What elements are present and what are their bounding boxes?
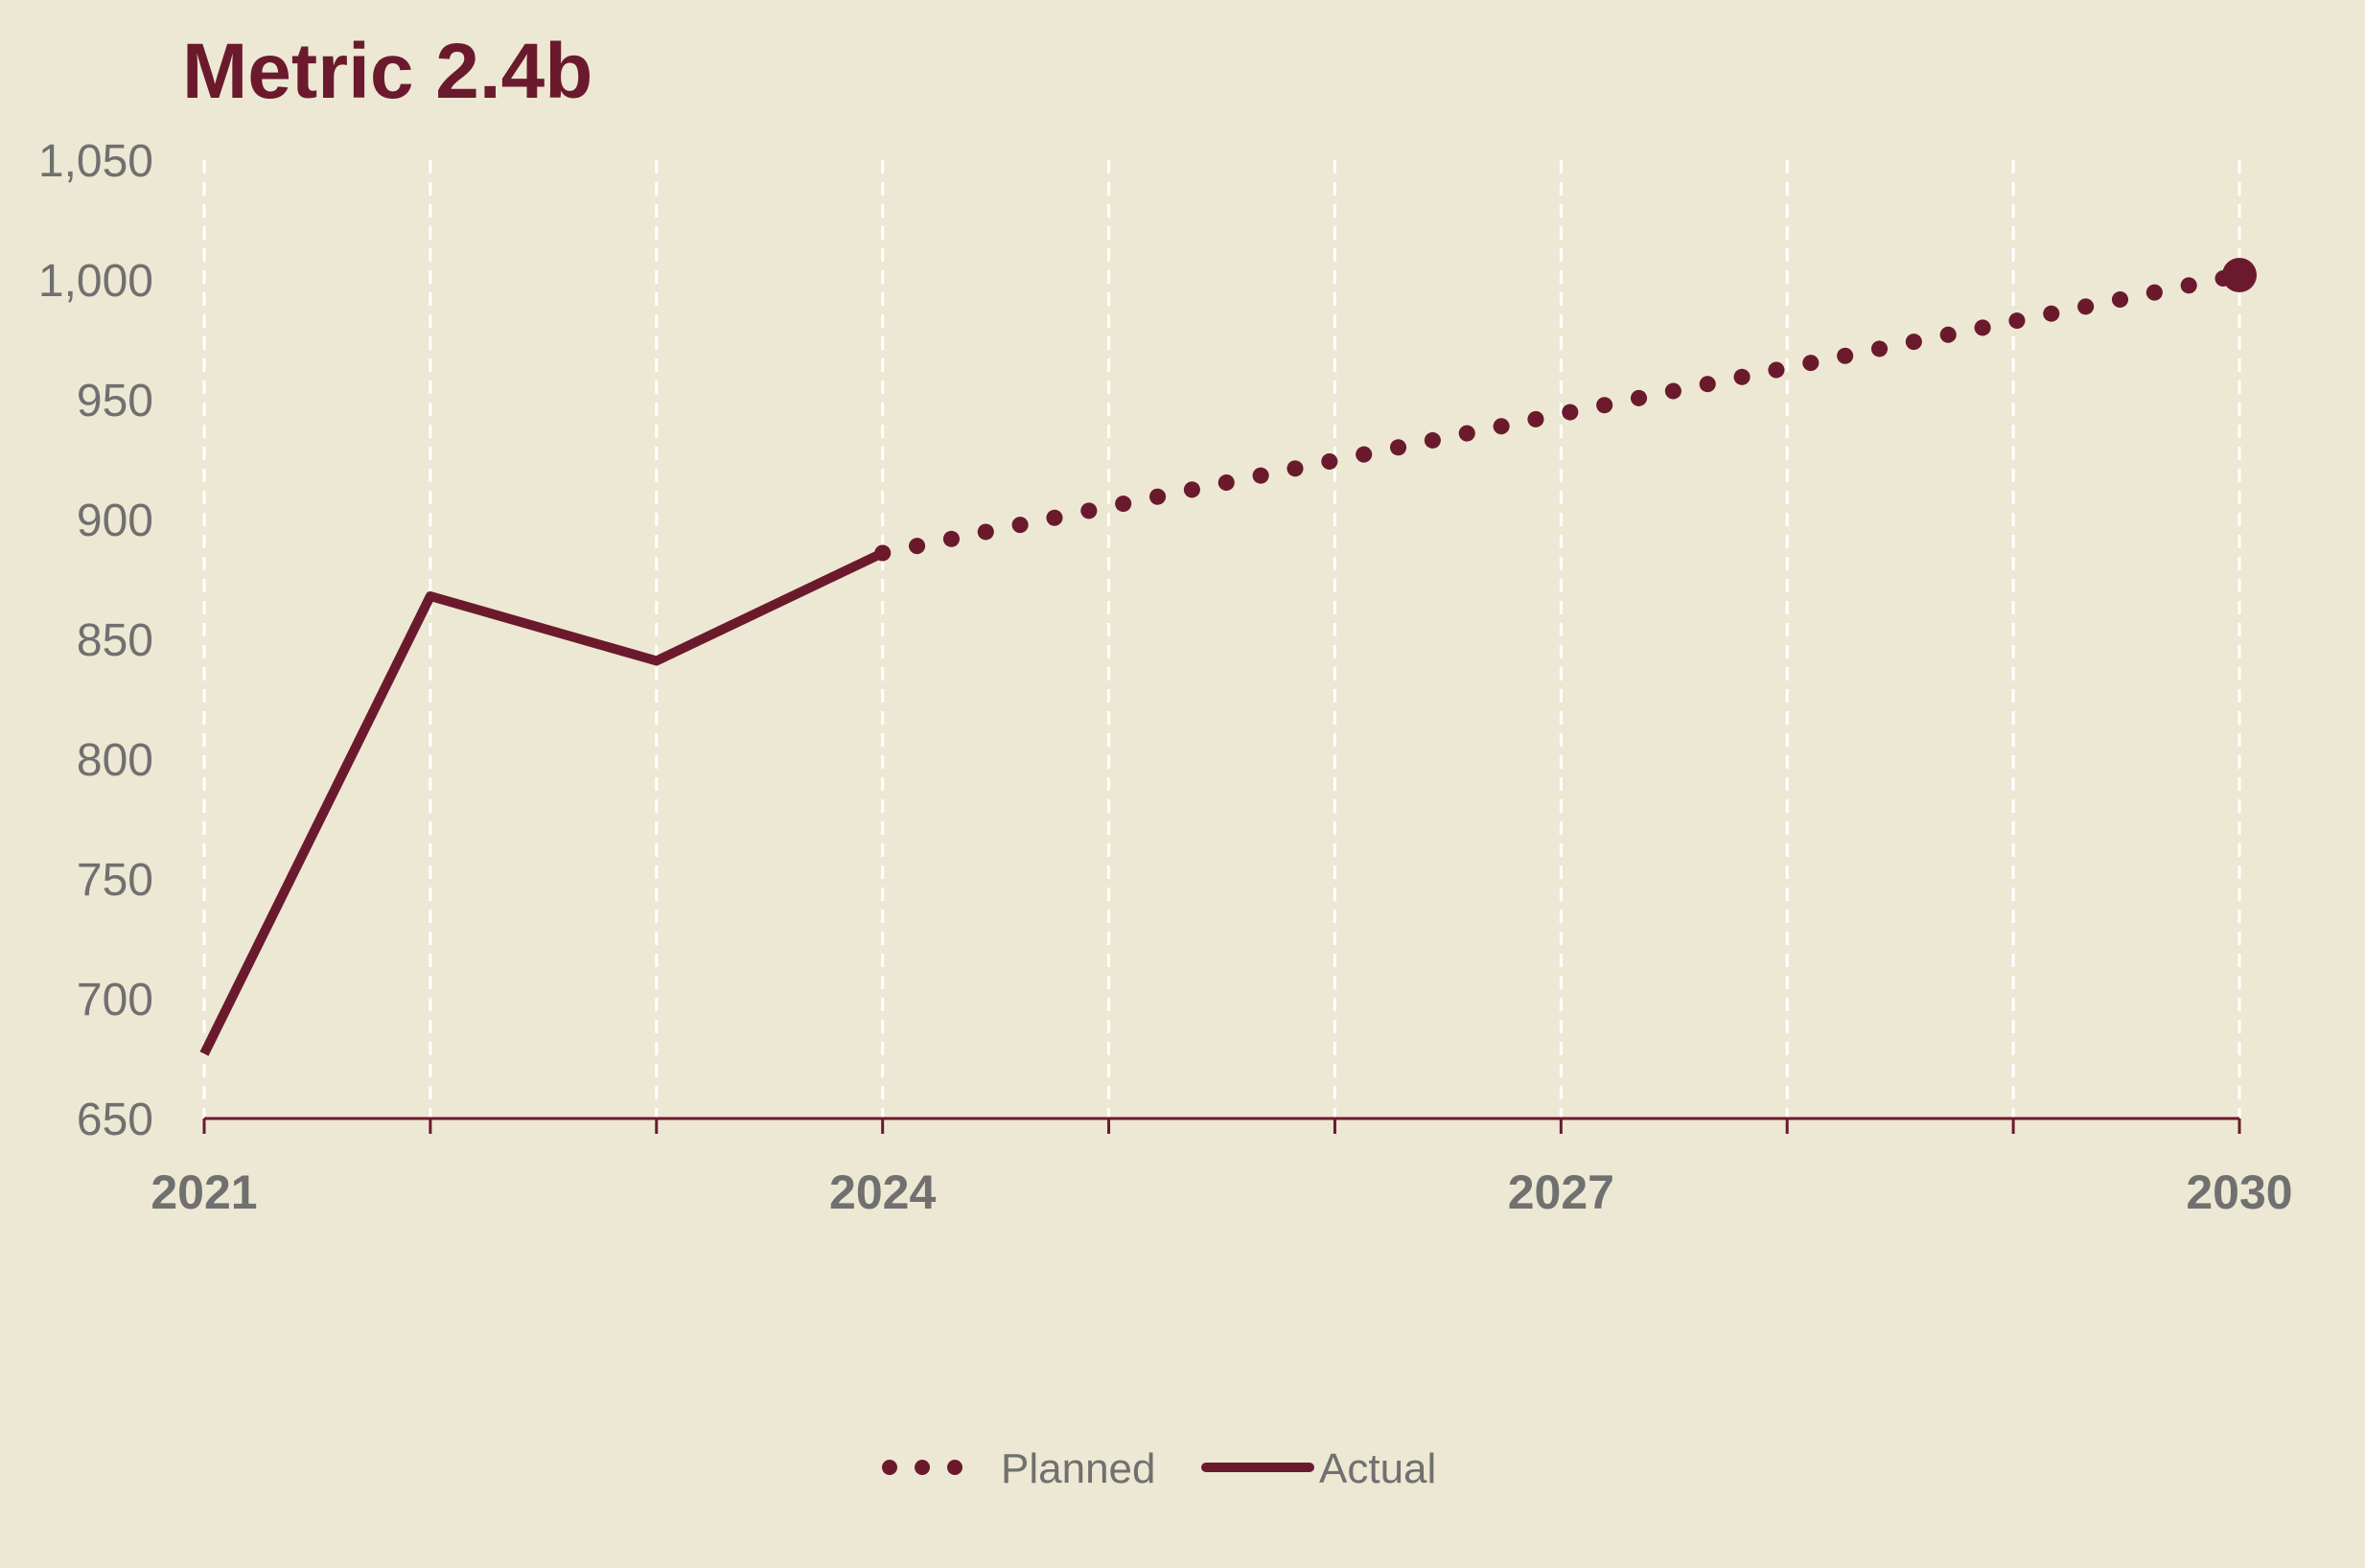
y-tick-label: 900	[77, 496, 153, 546]
y-tick-label: 700	[77, 975, 153, 1026]
series-line-planned	[874, 266, 2248, 562]
y-tick-label: 800	[77, 735, 153, 786]
y-tick-label: 850	[77, 615, 153, 666]
y-tick-label: 650	[77, 1095, 153, 1145]
series-end-marker-planned	[2222, 258, 2257, 292]
y-tick-label: 1,050	[38, 136, 153, 187]
y-tick-label: 950	[77, 376, 153, 427]
x-tick-label: 2030	[2186, 1165, 2292, 1219]
legend-swatch-planned	[915, 1460, 930, 1475]
y-tick-label: 1,000	[38, 256, 153, 307]
legend-label-planned: Planned	[1001, 1445, 1155, 1492]
y-tick-label: 750	[77, 855, 153, 906]
legend-label-actual: Actual	[1319, 1445, 1436, 1492]
series-line-actual	[199, 548, 885, 1056]
x-tick-label: 2027	[1508, 1165, 1614, 1219]
x-tick-label: 2021	[151, 1165, 257, 1219]
legend-swatch-planned	[882, 1460, 897, 1475]
legend-swatch-planned	[947, 1460, 962, 1475]
x-tick-label: 2024	[829, 1165, 936, 1219]
chart-title: Metric 2.4b	[182, 28, 593, 115]
